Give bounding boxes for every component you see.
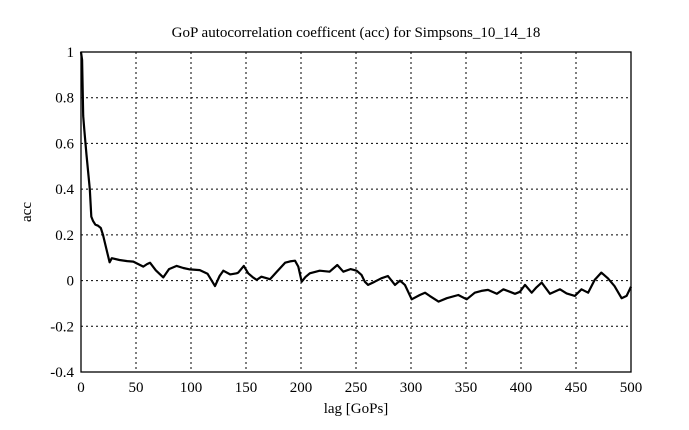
y-axis-label: acc [19,202,35,222]
y-tick-label: 0.4 [55,182,74,198]
y-tick-label: 1 [67,45,75,61]
x-tick-labels: 0 50 100 150 200 250 300 350 400 450 500 [77,380,642,396]
grid-layer [81,52,631,372]
chart-title: GoP autocorrelation coefficent (acc) for… [172,25,541,41]
x-axis-label: lag [GoPs] [324,401,389,417]
plot-frame [80,51,632,373]
x-tick-label: 400 [510,380,533,396]
y-tick-label: 0.2 [55,228,74,244]
x-tick-label: 50 [129,380,144,396]
y-tick-label: 0.6 [55,136,74,152]
y-tick-label: -0.4 [50,365,74,381]
x-tick-label: 0 [77,380,85,396]
series-layer [79,51,632,303]
y-tick-label: 0 [67,274,75,290]
x-tick-label: 100 [180,380,203,396]
y-tick-label: -0.2 [50,319,74,335]
series-line-acc [79,51,632,303]
y-tick-label: 0.8 [55,91,74,107]
x-tick-label: 350 [455,380,478,396]
y-tick-labels: -0.4 -0.2 0 0.2 0.4 0.6 0.8 1 [50,45,74,381]
x-tick-label: 150 [235,380,258,396]
x-tick-label: 500 [620,380,643,396]
x-tick-label: 300 [400,380,423,396]
x-tick-label: 200 [290,380,313,396]
x-tick-label: 450 [565,380,588,396]
x-tick-label: 250 [345,380,368,396]
